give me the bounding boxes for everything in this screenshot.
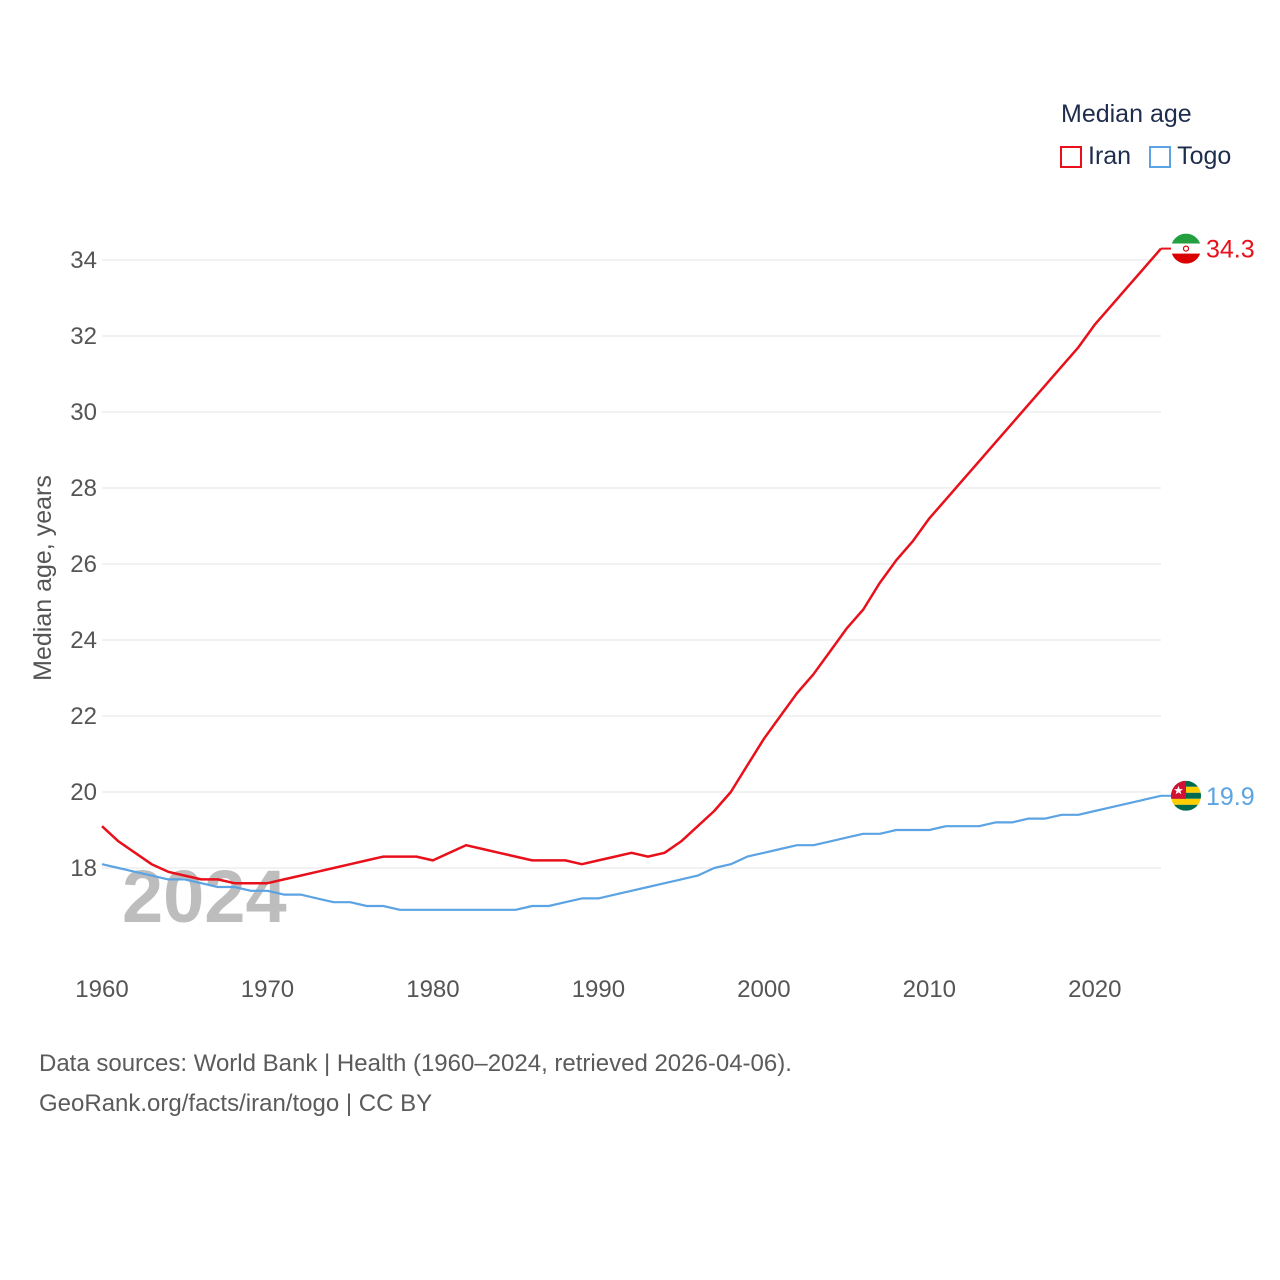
y-tick-label-32: 32 (70, 323, 97, 350)
flag-stripe-4 (1171, 804, 1201, 811)
y-tick-label-28: 28 (70, 475, 97, 502)
series-line-togo (101, 794, 1162, 911)
flag-stripe-white (1171, 243, 1201, 254)
y-tick-label-24: 24 (70, 627, 97, 654)
flag-body-0 (1171, 233, 1201, 264)
x-tick-label-1990: 1990 (572, 976, 625, 1003)
flag-body-1 (1171, 780, 1201, 811)
x-tick-label-2020: 2020 (1068, 976, 1121, 1003)
y-tick-label-22: 22 (70, 703, 97, 730)
flag-stripe-green (1171, 233, 1201, 244)
legend-label-togo: Togo (1177, 142, 1232, 170)
legend-item-togo[interactable]: Togo (1149, 142, 1231, 171)
flag-stripe-red (1171, 253, 1201, 264)
legend-item-iran[interactable]: Iran (1060, 142, 1131, 171)
y-tick-label-26: 26 (70, 551, 97, 578)
legend-swatch-togo (1149, 145, 1172, 168)
y-tick-label-20: 20 (70, 779, 97, 806)
togo-flag-icon (1171, 780, 1201, 811)
legend-label-iran: Iran (1088, 142, 1132, 170)
series-line-iran (101, 247, 1162, 885)
flag-star (1174, 785, 1183, 795)
x-tick-label-2000: 2000 (737, 976, 790, 1003)
y-tick-label-30: 30 (70, 399, 97, 426)
y-tick-label-34: 34 (70, 247, 97, 274)
y-axis-label: Median age, years (29, 475, 57, 681)
year-watermark: 2024 (122, 855, 287, 938)
end-label-togo: 19.9 (1206, 783, 1255, 811)
iran-flag-icon (1171, 233, 1201, 264)
end-label-iran: 34.3 (1206, 236, 1255, 264)
legend-swatch-iran (1060, 145, 1082, 168)
sources-line-2[interactable]: GeoRank.org/facts/iran/togo | CC BY (39, 1090, 433, 1117)
x-tick-label-1960: 1960 (75, 976, 128, 1003)
x-tick-label-2010: 2010 (903, 976, 956, 1003)
y-tick-label-18: 18 (70, 855, 97, 882)
data-sources: Data sources: World Bank | Health (1960–… (39, 1044, 792, 1124)
x-tick-label-1970: 1970 (241, 976, 294, 1003)
flag-emblem (1182, 245, 1190, 252)
sources-line-1: Data sources: World Bank | Health (1960–… (39, 1050, 792, 1077)
legend: Iran Togo (1060, 142, 1231, 171)
flag-stripe-3 (1171, 798, 1201, 805)
x-tick-label-1980: 1980 (406, 976, 459, 1003)
legend-title: Median age (1061, 100, 1192, 128)
